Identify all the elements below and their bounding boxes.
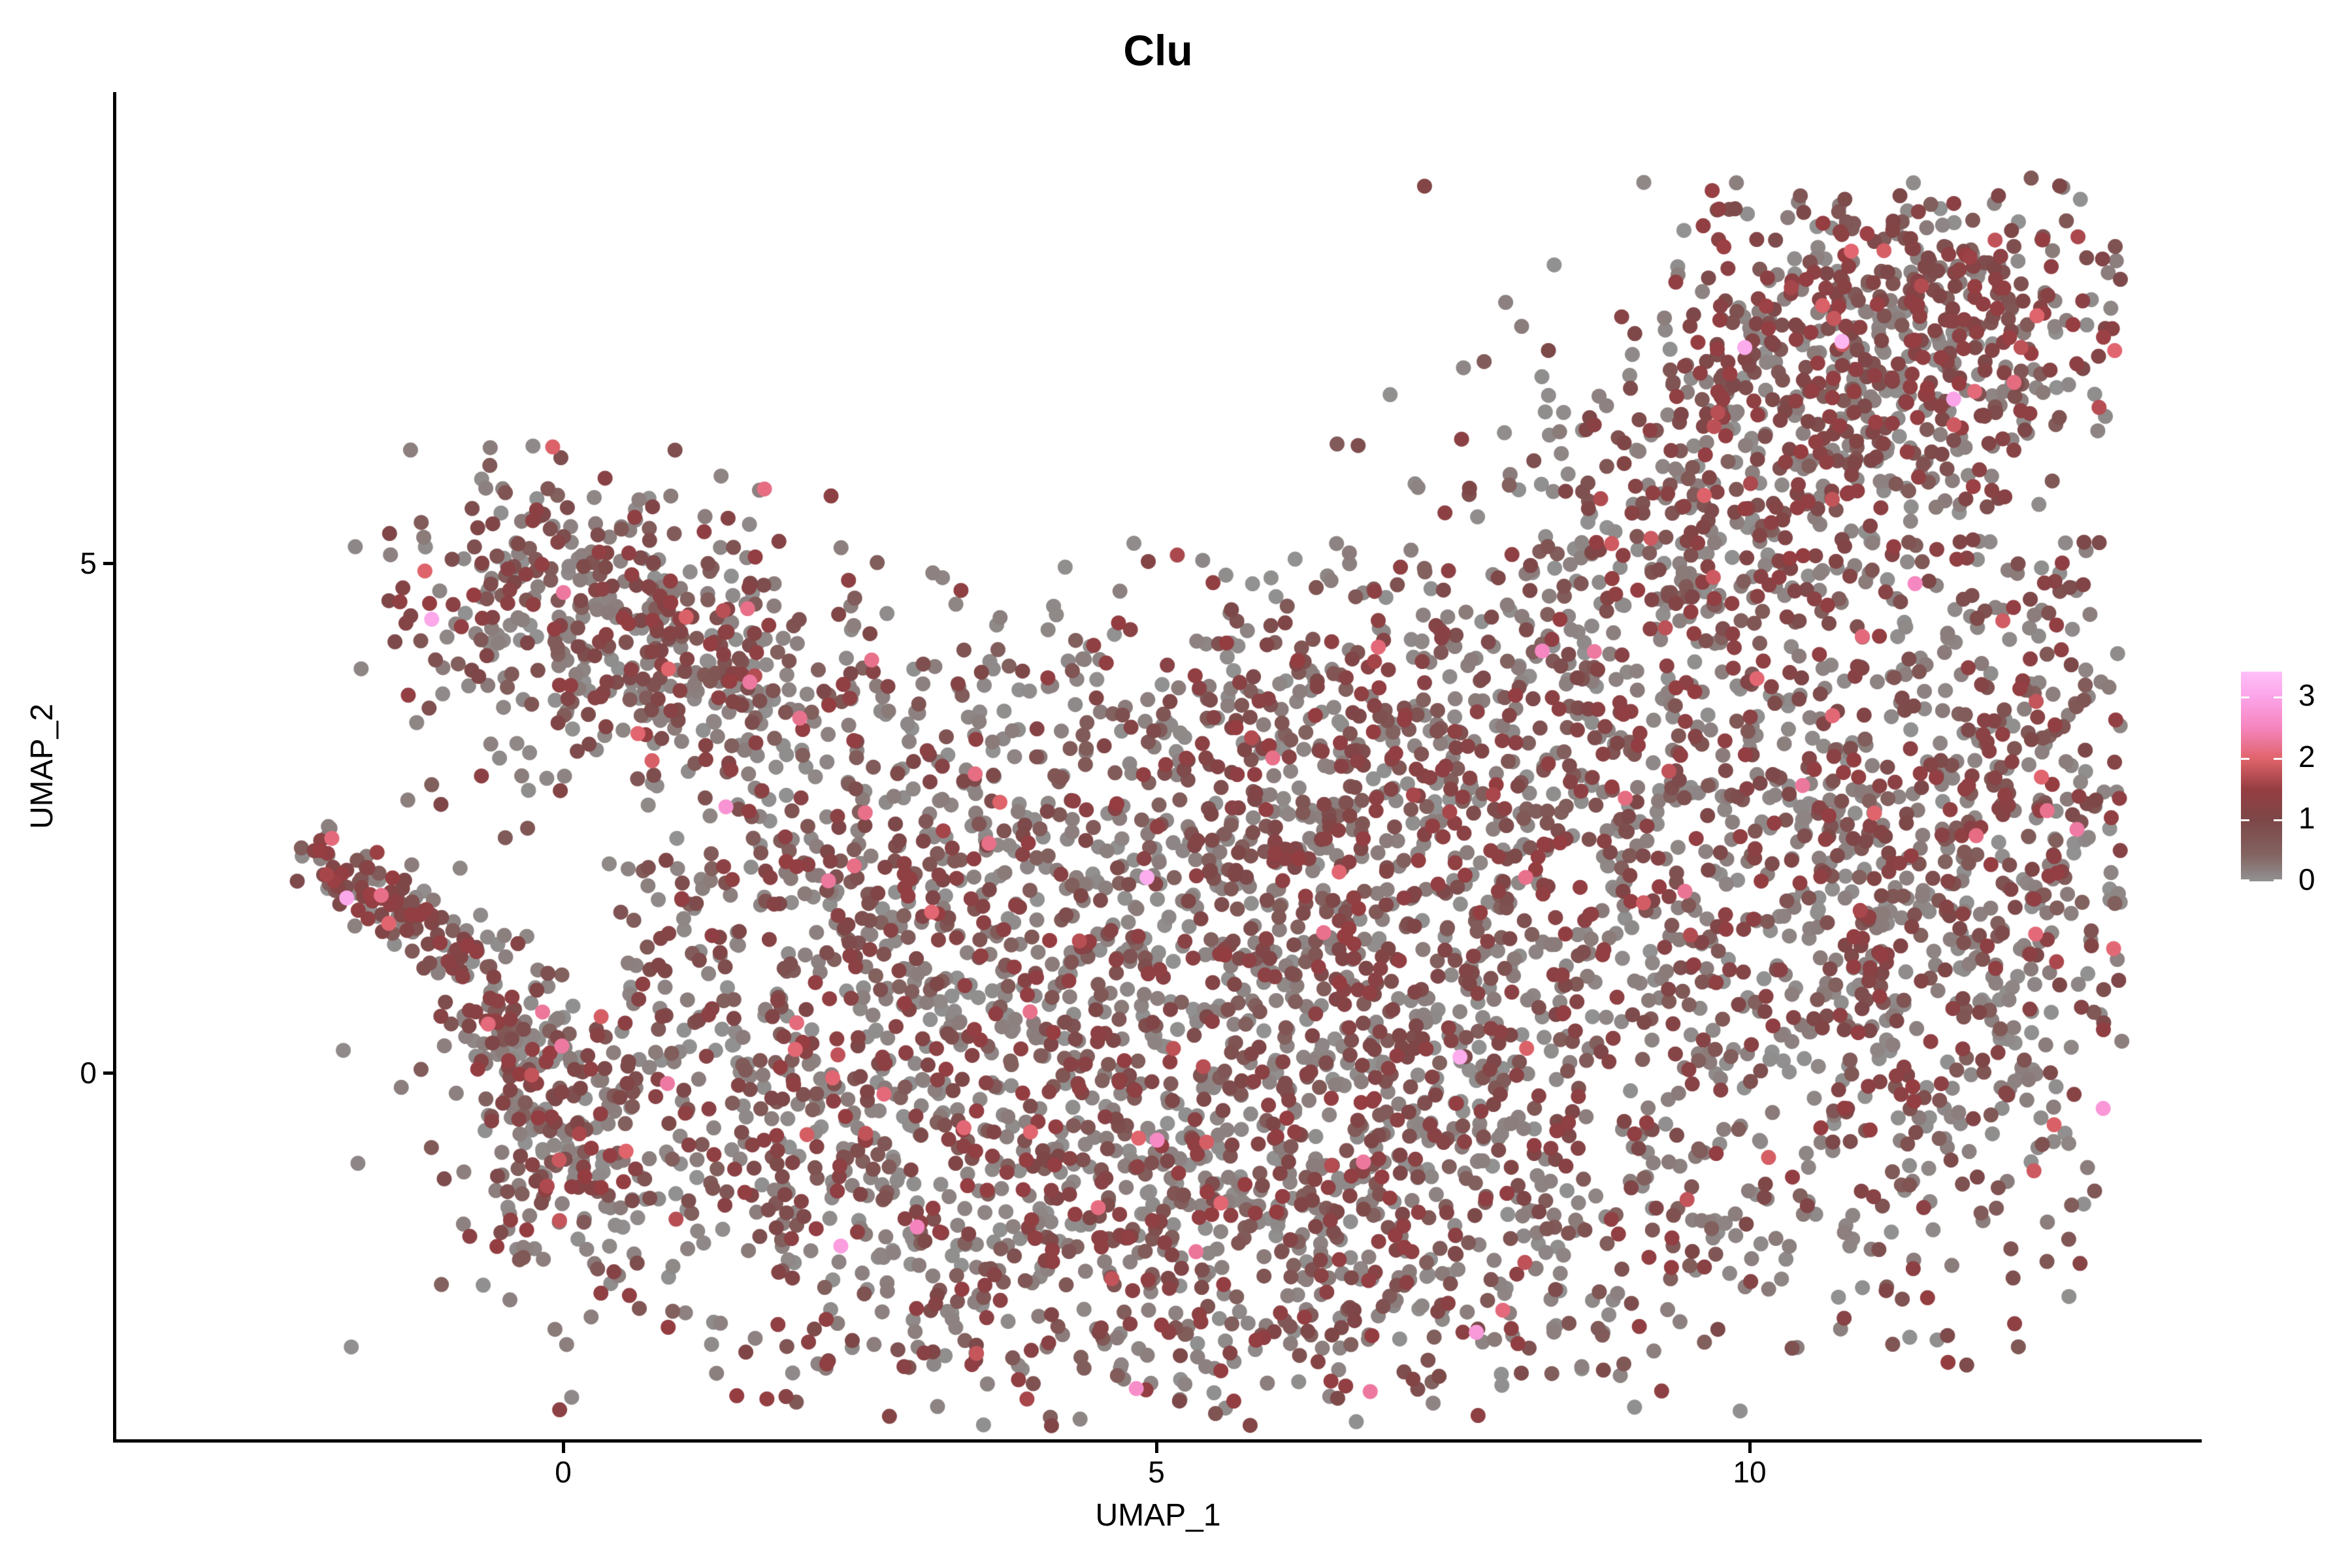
legend-gradient-bar [2241,672,2282,881]
legend-tick-1-right [2274,819,2282,821]
x-tick-label-10: 10 [1733,1455,1767,1489]
legend-tick-1-left [2241,819,2249,821]
legend-tick-2-left [2241,758,2249,760]
y-tick-label-0: 0 [80,1056,97,1090]
y-axis-line [113,92,116,1443]
y-axis-title: UMAP_2 [25,703,59,830]
y-tick-mark-5 [103,562,114,565]
legend-label-3: 3 [2298,678,2315,712]
legend-tick-0-left [2241,879,2249,881]
legend-tick-3-right [2274,696,2282,698]
legend-tick-3-left [2241,696,2249,698]
x-tick-mark-10 [1748,1443,1752,1453]
x-axis-line [113,1439,2202,1443]
y-tick-label-5: 5 [80,546,97,580]
legend-tick-2-right [2274,758,2282,760]
legend-label-2: 2 [2298,740,2315,774]
x-tick-label-5: 5 [1148,1455,1165,1489]
x-tick-label-0: 0 [555,1455,572,1489]
x-axis-title: UMAP_1 [1095,1498,1221,1533]
legend-label-0: 0 [2298,862,2315,896]
y-tick-mark-0 [103,1071,114,1075]
legend-label-1: 1 [2298,801,2315,835]
legend-tick-0-right [2274,879,2282,881]
x-tick-mark-0 [562,1443,565,1453]
x-tick-mark-5 [1155,1443,1158,1453]
